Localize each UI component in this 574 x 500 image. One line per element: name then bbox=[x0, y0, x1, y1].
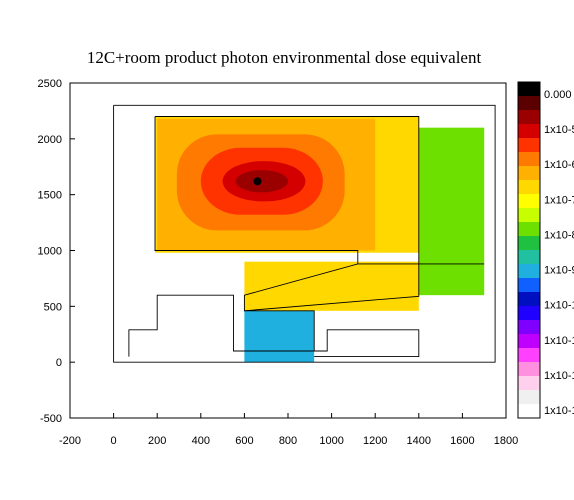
y-axis-ticks: -500 0 500 1000 1500 2000 2500 bbox=[38, 78, 75, 425]
colorbar-tick-label-9: 1x10-13 bbox=[544, 405, 574, 417]
y-tick-label-2: 500 bbox=[44, 301, 62, 313]
colorbar-swatch-12 bbox=[518, 250, 540, 265]
colorbar-swatch-9 bbox=[518, 208, 540, 223]
y-tick-label-3: 1000 bbox=[38, 246, 62, 258]
colorbar-swatch-21 bbox=[518, 376, 540, 391]
heat-region-right-fringe-level-8 bbox=[418, 127, 485, 296]
colorbar-swatch-7 bbox=[518, 180, 540, 195]
colorbar-tick-label-3: 1x10-7 bbox=[544, 194, 574, 206]
x-tick-label-9: 1600 bbox=[450, 435, 474, 447]
y-tick-label-4: 1500 bbox=[38, 190, 62, 202]
colorbar-tick-label-8: 1x10-12 bbox=[544, 370, 574, 382]
colorbar-swatch-5 bbox=[518, 152, 540, 167]
y-tick-label-5: 2000 bbox=[38, 134, 62, 146]
chart-title: 12C+room product photon environmental do… bbox=[87, 48, 482, 67]
x-tick-label-5: 800 bbox=[279, 435, 297, 447]
geometry-line-2 bbox=[244, 310, 315, 352]
colorbar-swatch-20 bbox=[518, 362, 540, 377]
x-tick-label-8: 1400 bbox=[407, 435, 431, 447]
x-tick-label-7: 1200 bbox=[363, 435, 387, 447]
hotspot-mark bbox=[253, 177, 262, 186]
geometry-line-4 bbox=[314, 329, 420, 358]
x-axis-ticks: -200 0 200 400 600 800 1000 1200 1400 1600 1800 bbox=[59, 413, 518, 447]
colorbar-ticks: 0.000 1x10-5 1x10-6 1x10-7 1x10-8 1x10-9 1x10-… bbox=[544, 89, 574, 417]
colorbar-swatch-8 bbox=[518, 194, 540, 209]
colorbar-tick-label-2: 1x10-6 bbox=[544, 159, 574, 171]
colorbar-swatch-6 bbox=[518, 166, 540, 181]
geometry-line-1 bbox=[154, 116, 420, 312]
colorbar-tick-label-4: 1x10-8 bbox=[544, 229, 574, 241]
colorbar-swatch-15 bbox=[518, 292, 540, 307]
colorbar-tick-label-0: 0.000 bbox=[544, 89, 572, 101]
x-tick-label-2: 200 bbox=[148, 435, 166, 447]
heat-region-upper-room-level-6 bbox=[235, 170, 288, 193]
colorbar-swatch-14 bbox=[518, 278, 540, 293]
colorbar-swatch-3 bbox=[518, 124, 540, 139]
x-tick-label-0: -200 bbox=[59, 435, 81, 447]
x-tick-label-6: 1000 bbox=[319, 435, 343, 447]
colorbar-swatch-18 bbox=[518, 334, 540, 349]
colorbar-swatch-17 bbox=[518, 320, 540, 335]
colorbar-swatch-13 bbox=[518, 264, 540, 279]
colorbar-swatch-23 bbox=[518, 404, 540, 419]
geometry-line-3 bbox=[128, 294, 249, 357]
y-tick-label-0: -500 bbox=[40, 413, 62, 425]
colorbar-swatch-0 bbox=[518, 82, 540, 97]
x-tick-label-3: 400 bbox=[192, 435, 210, 447]
colorbar-swatch-22 bbox=[518, 390, 540, 405]
plot-area bbox=[69, 82, 507, 419]
x-tick-label-10: 1800 bbox=[494, 435, 518, 447]
colorbar-swatch-4 bbox=[518, 138, 540, 153]
colorbar-swatch-10 bbox=[518, 222, 540, 237]
x-tick-label-4: 600 bbox=[235, 435, 253, 447]
y-tick-label-1: 0 bbox=[56, 357, 62, 369]
colorbar-swatch-2 bbox=[518, 110, 540, 125]
colorbar bbox=[517, 81, 541, 419]
geometry-line-0 bbox=[113, 104, 496, 363]
colorbar-swatch-1 bbox=[518, 96, 540, 111]
colorbar-tick-label-6: 1x10-10 bbox=[544, 300, 574, 312]
colorbar-frame bbox=[517, 81, 541, 419]
heat-region-lower-shaft-level-9 bbox=[244, 310, 315, 363]
heat-region-corridor-level-1 bbox=[244, 261, 419, 311]
colorbar-swatch-11 bbox=[518, 236, 540, 251]
colorbar-tick-label-1: 1x10-5 bbox=[544, 124, 574, 136]
colorbar-swatch-19 bbox=[518, 348, 540, 363]
y-tick-label-6: 2500 bbox=[38, 78, 62, 90]
x-tick-label-1: 0 bbox=[111, 435, 117, 447]
colorbar-swatch-16 bbox=[518, 306, 540, 321]
colorbar-tick-label-7: 1x10-11 bbox=[544, 335, 574, 347]
colorbar-tick-label-5: 1x10-9 bbox=[544, 265, 574, 277]
